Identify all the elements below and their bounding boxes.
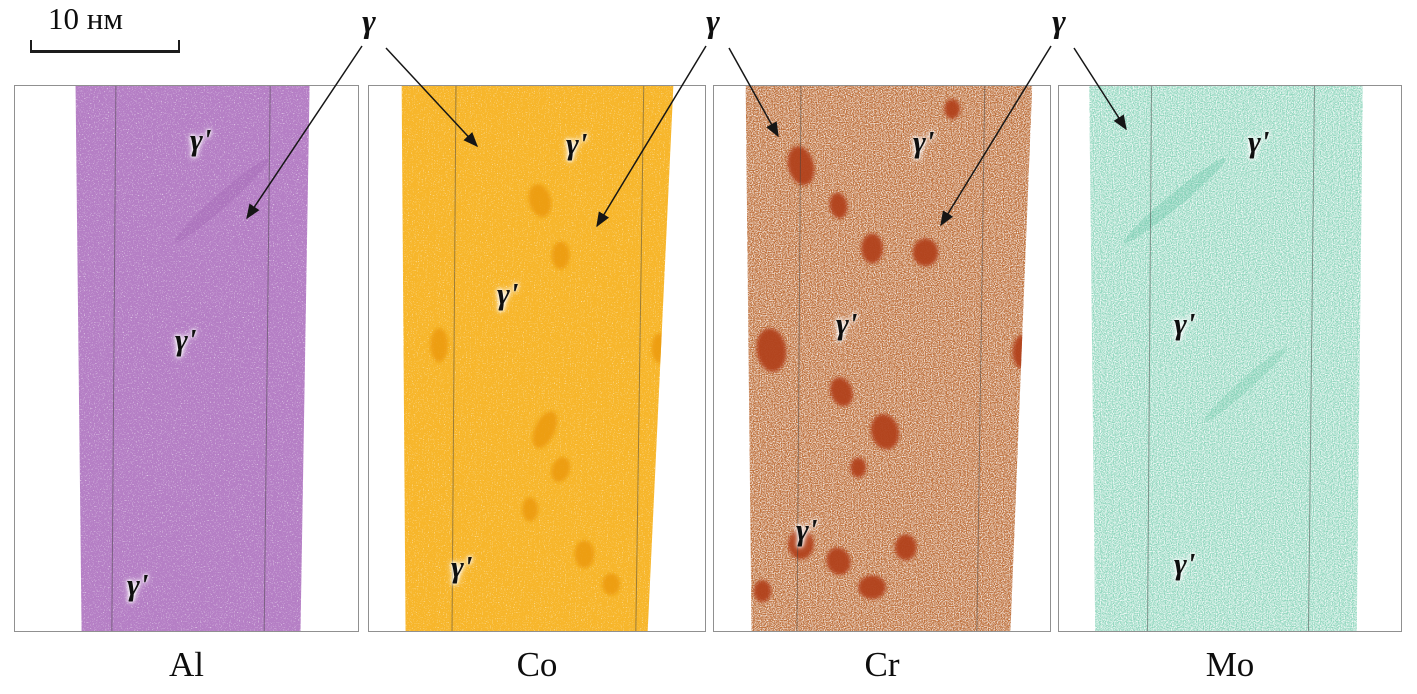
element-label-al: Al [169,645,204,684]
mo-atom-map [1089,86,1363,631]
interface-lines [1147,86,1315,631]
panel-al: γ' γ' γ' [14,85,359,632]
gamma-prime-label: γ' [1174,546,1196,581]
panel-mo: γ' γ' γ' [1058,85,1402,632]
gamma-prime-label: γ' [913,124,935,159]
element-label-mo: Mo [1205,645,1255,684]
panel-cr: γ' γ' γ' [713,85,1051,632]
gamma-label-3: γ [1052,4,1066,40]
element-label-co: Co [516,645,558,684]
gamma-prime-label: γ' [566,126,588,161]
cr-precipitate-blobs [753,98,1033,603]
gamma-prime-label: γ' [190,122,212,157]
gamma-prime-label: γ' [1248,124,1270,159]
panel-co: γ' γ' γ' [368,85,706,632]
al-atom-map [75,86,310,631]
co-atom-map [401,86,674,631]
cr-atom-map [745,86,1033,631]
gamma-prime-label: γ' [497,276,519,311]
gamma-prime-label: γ' [796,512,818,547]
gamma-prime-label: γ' [127,567,149,602]
scale-bar-label: 10 нм [48,1,123,36]
gamma-label-1: γ [362,4,376,40]
gamma-label-2: γ [706,4,720,40]
element-label-cr: Cr [864,645,900,684]
gamma-prime-label: γ' [451,549,473,584]
scale-bar [30,40,180,53]
gamma-prime-label: γ' [836,306,858,341]
gamma-prime-label: γ' [1174,306,1196,341]
gamma-prime-label: γ' [175,322,197,357]
